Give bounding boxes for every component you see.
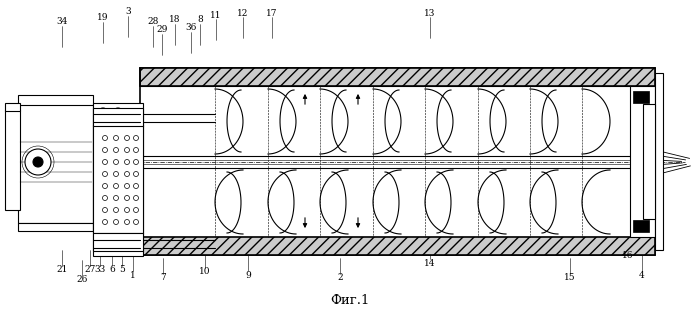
Bar xyxy=(18,223,93,231)
Circle shape xyxy=(103,136,108,140)
Text: 29: 29 xyxy=(157,25,168,34)
Circle shape xyxy=(113,196,119,201)
Circle shape xyxy=(113,160,119,164)
Bar xyxy=(643,104,655,219)
Circle shape xyxy=(103,160,108,164)
Circle shape xyxy=(113,172,119,176)
Circle shape xyxy=(113,241,123,251)
Text: 2: 2 xyxy=(337,274,343,282)
Circle shape xyxy=(124,160,129,164)
Text: 6: 6 xyxy=(109,266,115,275)
Text: 28: 28 xyxy=(147,18,159,27)
Bar xyxy=(18,103,93,223)
Text: 10: 10 xyxy=(199,267,211,277)
Circle shape xyxy=(103,196,108,201)
Text: 36: 36 xyxy=(185,23,196,32)
Circle shape xyxy=(124,184,129,188)
Bar xyxy=(633,91,649,103)
Circle shape xyxy=(25,149,51,175)
Circle shape xyxy=(103,172,108,176)
Text: 9: 9 xyxy=(245,270,251,280)
Circle shape xyxy=(98,108,108,118)
Circle shape xyxy=(103,219,108,225)
Text: 27: 27 xyxy=(85,266,96,275)
Text: 34: 34 xyxy=(57,18,68,27)
Text: 21: 21 xyxy=(57,266,68,275)
Circle shape xyxy=(134,219,138,225)
Circle shape xyxy=(134,207,138,213)
Text: 12: 12 xyxy=(238,8,249,18)
Text: 13: 13 xyxy=(424,8,435,18)
Text: 8: 8 xyxy=(197,16,203,24)
Text: 4: 4 xyxy=(639,270,645,280)
Text: 5: 5 xyxy=(119,266,125,275)
Circle shape xyxy=(101,111,106,115)
Circle shape xyxy=(98,241,108,251)
Bar xyxy=(93,125,143,233)
Text: 17: 17 xyxy=(266,8,278,18)
Circle shape xyxy=(101,243,106,249)
Circle shape xyxy=(115,243,120,249)
Circle shape xyxy=(134,148,138,152)
Circle shape xyxy=(134,184,138,188)
Circle shape xyxy=(134,136,138,140)
Circle shape xyxy=(124,219,129,225)
Text: 15: 15 xyxy=(564,274,576,282)
Circle shape xyxy=(103,148,108,152)
Bar xyxy=(5,103,20,111)
Circle shape xyxy=(134,196,138,201)
Text: 18: 18 xyxy=(169,16,181,24)
Bar xyxy=(140,68,655,86)
Bar xyxy=(5,110,20,210)
Text: 11: 11 xyxy=(210,10,222,20)
Text: 26: 26 xyxy=(76,276,87,284)
Bar xyxy=(93,103,143,256)
Circle shape xyxy=(113,184,119,188)
Text: Фиг.1: Фиг.1 xyxy=(331,293,370,306)
Circle shape xyxy=(134,160,138,164)
Circle shape xyxy=(113,148,119,152)
Circle shape xyxy=(134,172,138,176)
Text: 33: 33 xyxy=(94,266,106,275)
Text: 3: 3 xyxy=(125,7,131,17)
Circle shape xyxy=(113,207,119,213)
Bar xyxy=(140,237,655,255)
Circle shape xyxy=(113,219,119,225)
Circle shape xyxy=(124,172,129,176)
Circle shape xyxy=(103,184,108,188)
Circle shape xyxy=(124,148,129,152)
Circle shape xyxy=(103,207,108,213)
Circle shape xyxy=(124,196,129,201)
Circle shape xyxy=(113,136,119,140)
Bar xyxy=(18,95,93,105)
Text: 19: 19 xyxy=(97,14,109,22)
Circle shape xyxy=(33,157,43,167)
Text: 14: 14 xyxy=(424,258,435,267)
Circle shape xyxy=(113,108,123,118)
Bar xyxy=(630,86,655,237)
Text: 7: 7 xyxy=(160,274,166,282)
Bar xyxy=(93,108,143,126)
Circle shape xyxy=(124,136,129,140)
Bar xyxy=(633,220,649,232)
Text: 16: 16 xyxy=(622,251,634,259)
Text: 1: 1 xyxy=(130,270,136,280)
Circle shape xyxy=(115,111,120,115)
Bar xyxy=(655,73,663,250)
Circle shape xyxy=(124,207,129,213)
Bar xyxy=(93,233,143,251)
